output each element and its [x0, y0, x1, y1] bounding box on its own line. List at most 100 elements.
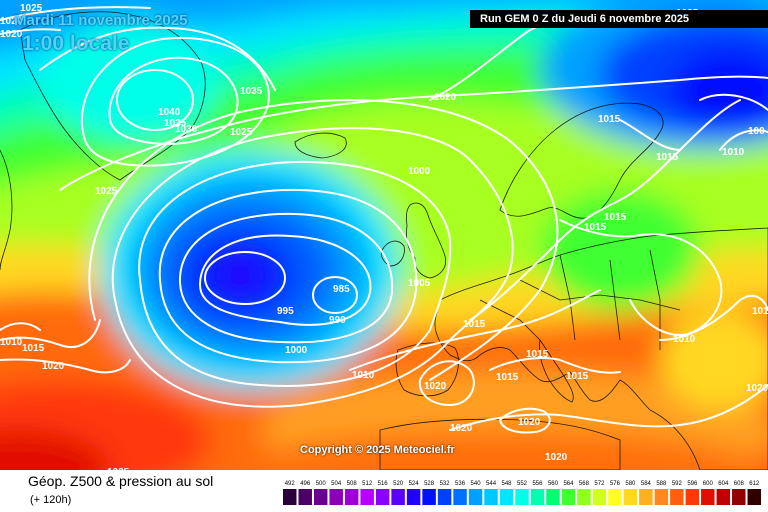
scale-swatch [499, 489, 514, 505]
scale-swatch [716, 489, 731, 505]
scale-label: 596 [687, 481, 698, 487]
scale-label: 492 [285, 481, 296, 487]
local-time: 1:00 locale [22, 32, 130, 55]
scale-swatch [732, 489, 746, 505]
isobar-label: 1040 [158, 107, 181, 118]
isobar-label: 1015 [656, 152, 679, 163]
scale-label: 580 [625, 481, 636, 487]
isobar-label: 1020 [0, 16, 23, 27]
scale-swatch [747, 489, 761, 505]
scale-swatch [484, 489, 498, 505]
scale-swatch [344, 489, 359, 505]
scale-swatch [608, 489, 622, 505]
scale-swatch [546, 489, 560, 505]
scale-swatch [701, 489, 715, 505]
scale-label: 516 [378, 481, 389, 487]
isobar-label: 1010 [673, 334, 696, 345]
isobar-label: 1015 [526, 349, 549, 360]
scale-swatch [453, 489, 467, 505]
lead-time: (+ 120h) [30, 494, 72, 506]
scale-swatch [670, 489, 684, 505]
isobar-label: 1010 [722, 147, 745, 158]
scale-swatch [283, 489, 297, 505]
scale-label: 528 [424, 481, 435, 487]
scale-swatch [654, 489, 669, 505]
isobar-label: 1035 [164, 118, 187, 129]
isobar-label: 1015 [496, 372, 519, 383]
scale-label: 552 [517, 481, 528, 487]
scale-label: 592 [672, 481, 683, 487]
isobar-label: 1000 [285, 345, 308, 356]
scale-swatch [685, 489, 700, 505]
scale-swatch [639, 489, 653, 505]
scale-label: 524 [409, 481, 420, 487]
isobar-label: 1005 [408, 278, 431, 289]
scale-label: 536 [455, 481, 466, 487]
scale-label: 508 [347, 481, 358, 487]
isobar-label: 1020 [0, 29, 23, 40]
isobar-label: 1020 [746, 383, 768, 394]
scale-swatch [623, 489, 638, 505]
scale-swatch [375, 489, 390, 505]
isobar-label: 1015 [463, 319, 486, 330]
isobar-label: 1015 [598, 114, 621, 125]
scale-swatch [329, 489, 343, 505]
scale-label: 540 [471, 481, 482, 487]
isobar-label: 1015 [22, 343, 45, 354]
scale-label: 584 [641, 481, 652, 487]
isobar-label: 1020 [450, 423, 473, 434]
scale-label: 568 [579, 481, 590, 487]
isobar-label: 1020 [434, 92, 457, 103]
isobar-label: 1025 [20, 3, 43, 14]
isobar-label: 1020 [518, 417, 541, 428]
isobar-label: 1020 [42, 361, 65, 372]
scale-swatch [313, 489, 328, 505]
isobar-label: 1020 [424, 381, 447, 392]
isobar-label: 1010 [0, 337, 23, 348]
run-info: Run GEM 0 Z du Jeudi 6 novembre 2025 [470, 10, 768, 28]
scale-label: 520 [393, 481, 404, 487]
scale-swatch [468, 489, 483, 505]
scale-swatch [298, 489, 312, 505]
valid-date: Mardi 11 novembre 2025 [14, 12, 188, 29]
isobar-label: 1010 [352, 370, 375, 381]
scale-swatch [577, 489, 591, 505]
copyright-text: Copyright © 2025 Meteociel.fr [300, 444, 455, 456]
scale-label: 572 [594, 481, 605, 487]
isobar-label: 1020 [545, 452, 568, 463]
isobar-label: 101 [752, 306, 768, 317]
scale-swatch [592, 489, 607, 505]
scale-label: 500 [316, 481, 327, 487]
scale-label: 600 [703, 481, 714, 487]
isobar-label: 100 [748, 126, 765, 137]
scale-label: 512 [362, 481, 373, 487]
isobar-label: 1025 [95, 186, 118, 197]
scale-swatch [391, 489, 405, 505]
isobar-label: 1015 [566, 371, 589, 382]
scale-label: 604 [718, 481, 729, 487]
scale-label: 504 [331, 481, 342, 487]
scale-swatch [530, 489, 545, 505]
scale-label: 564 [563, 481, 574, 487]
isobar-label: 1025 [230, 127, 253, 138]
color-scale: 492 496 500 504 508 512 516 520 524 528 532 536 540 5… [283, 481, 761, 505]
scale-label: 544 [486, 481, 497, 487]
scale-label: 560 [548, 481, 559, 487]
scale-label: 576 [610, 481, 621, 487]
scale-swatch [437, 489, 452, 505]
scale-label: 612 [749, 481, 760, 487]
scale-label: 556 [532, 481, 543, 487]
isobar-label: 1015 [604, 212, 627, 223]
scale-label: 608 [734, 481, 745, 487]
scale-swatch [515, 489, 529, 505]
isobar-label: 1025 [107, 467, 130, 470]
isobar-label: 985 [333, 284, 350, 295]
scale-swatch [561, 489, 576, 505]
scale-label: 548 [502, 481, 513, 487]
isobar-label: 990 [329, 315, 346, 326]
field-title: Géop. Z500 & pression au sol [28, 473, 214, 489]
isobar-label: 1030 [175, 124, 198, 135]
